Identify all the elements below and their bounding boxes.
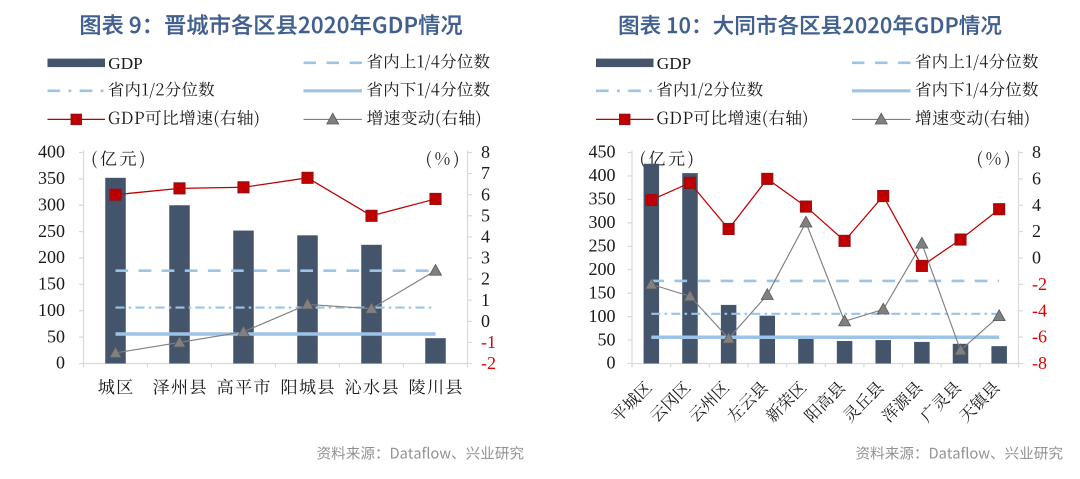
svg-text:350: 350 [589, 189, 616, 209]
svg-text:-4: -4 [1032, 300, 1047, 320]
svg-text:GDP: GDP [108, 54, 142, 73]
svg-text:6: 6 [481, 184, 490, 204]
svg-text:0: 0 [607, 353, 616, 373]
svg-text:2: 2 [481, 269, 490, 289]
svg-text:200: 200 [589, 259, 616, 279]
svg-text:300: 300 [38, 194, 65, 214]
svg-text:7: 7 [481, 163, 490, 183]
svg-text:-2: -2 [481, 353, 496, 373]
svg-text:350: 350 [38, 168, 65, 188]
svg-text:450: 450 [589, 142, 616, 162]
svg-text:4: 4 [1032, 195, 1041, 215]
svg-text:100: 100 [38, 300, 65, 320]
svg-text:-6: -6 [1032, 327, 1047, 347]
svg-text:400: 400 [38, 142, 65, 162]
svg-text:0: 0 [1032, 248, 1041, 268]
svg-text:200: 200 [38, 247, 65, 267]
svg-text:150: 150 [38, 274, 65, 294]
svg-text:6: 6 [1032, 168, 1041, 188]
svg-text:250: 250 [589, 235, 616, 255]
svg-text:8: 8 [1032, 142, 1041, 162]
svg-text:100: 100 [589, 306, 616, 326]
svg-text:-2: -2 [1032, 274, 1047, 294]
svg-text:4: 4 [481, 227, 490, 247]
svg-text:150: 150 [589, 282, 616, 302]
svg-text:GDP: GDP [657, 54, 691, 73]
svg-text:5: 5 [481, 205, 490, 225]
svg-text:1: 1 [481, 290, 490, 310]
svg-text:300: 300 [589, 212, 616, 232]
svg-text:-8: -8 [1032, 353, 1047, 373]
svg-text:400: 400 [589, 165, 616, 185]
svg-text:2: 2 [1032, 221, 1041, 241]
svg-text:50: 50 [47, 326, 65, 346]
svg-text:8: 8 [481, 142, 490, 162]
svg-text:0: 0 [481, 311, 490, 331]
svg-text:250: 250 [38, 221, 65, 241]
svg-text:50: 50 [598, 329, 616, 349]
svg-text:0: 0 [56, 353, 65, 373]
svg-text:-1: -1 [481, 332, 496, 352]
svg-text:3: 3 [481, 248, 490, 268]
